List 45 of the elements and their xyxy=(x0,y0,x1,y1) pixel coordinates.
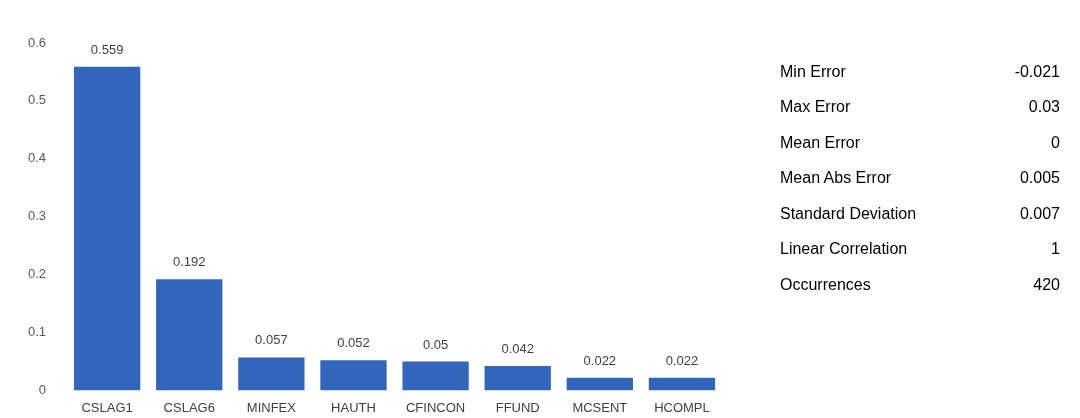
y-tick-label: 0.2 xyxy=(27,266,47,282)
y-tick-label: 0.1 xyxy=(27,324,47,340)
bar xyxy=(238,357,305,391)
bar xyxy=(156,279,223,391)
data-label: 0.192 xyxy=(172,254,206,270)
text: -0.021 xyxy=(1014,62,1060,81)
text: Max Error xyxy=(780,98,851,117)
bar xyxy=(566,377,633,391)
y-tick-label: 0 xyxy=(38,381,47,397)
bar xyxy=(648,377,716,391)
x-tick-label: HAUTH xyxy=(331,399,376,415)
y-tick-label: 0.3 xyxy=(27,208,47,224)
text: Linear Correlation xyxy=(780,240,908,259)
text: 0.03 xyxy=(1028,98,1060,117)
data-label: 0.022 xyxy=(665,352,699,368)
text: 0 xyxy=(1051,133,1060,152)
bar xyxy=(73,66,141,391)
y-tick-label: 0.6 xyxy=(27,34,47,50)
text: Mean Abs Error xyxy=(780,169,892,188)
y-tick-label: 0.4 xyxy=(27,150,47,166)
bar xyxy=(484,366,551,391)
x-tick-label: MCSENT xyxy=(572,399,628,415)
text: Min Error xyxy=(780,62,846,81)
data-label: 0.559 xyxy=(90,41,124,57)
x-tick-label: CSLAG6 xyxy=(163,399,215,415)
data-label: 0.022 xyxy=(583,352,617,368)
data-label: 0.057 xyxy=(255,332,288,348)
bar xyxy=(320,360,387,391)
text: Mean Error xyxy=(780,133,861,152)
data-label: 0.042 xyxy=(501,341,534,357)
x-tick-label: MINFEX xyxy=(246,399,297,415)
data-label: 0.05 xyxy=(422,336,449,352)
text: 0.007 xyxy=(1019,204,1060,223)
x-tick-label: CSLAG1 xyxy=(81,399,133,415)
data-label: 0.052 xyxy=(337,335,370,351)
x-tick-label: FFUND xyxy=(495,399,540,415)
bar xyxy=(402,361,469,391)
text: 1 xyxy=(1051,240,1060,259)
text: Occurrences xyxy=(780,275,871,294)
text: Standard Deviation xyxy=(780,204,917,223)
y-tick-label: 0.5 xyxy=(27,92,47,108)
x-tick-label: CFINCON xyxy=(405,399,466,415)
x-tick-label: HCOMPL xyxy=(654,399,710,415)
text: 420 xyxy=(1033,275,1060,294)
text: 0.005 xyxy=(1019,169,1060,188)
